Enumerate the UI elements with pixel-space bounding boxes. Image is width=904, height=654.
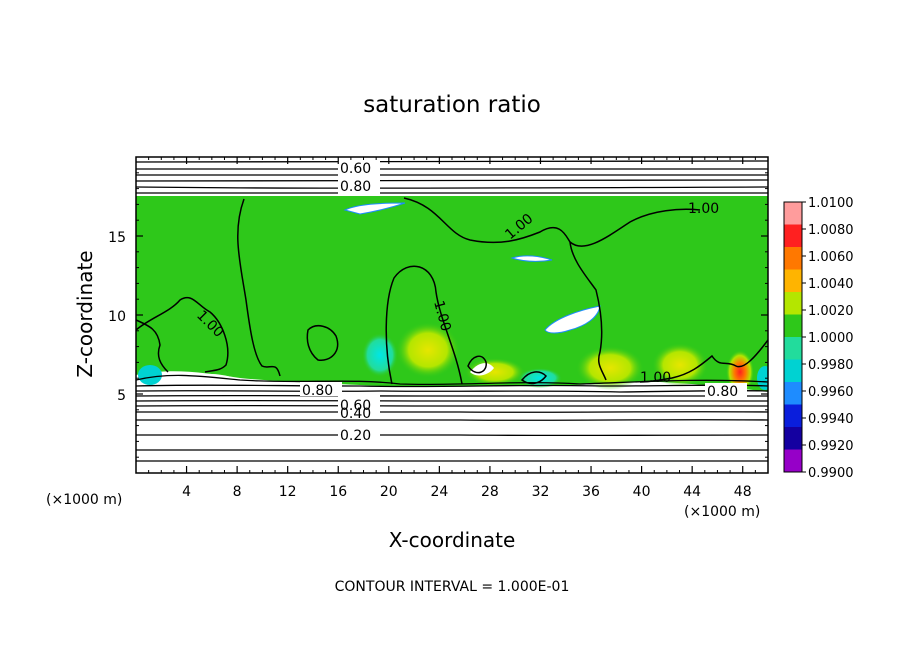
x-tick-label: 24 [430, 484, 448, 500]
colorbar-swatch [784, 269, 802, 293]
x-tick-label: 16 [329, 484, 347, 500]
contour-label: 0.60 [340, 398, 371, 414]
x-tick-label: 20 [380, 484, 398, 500]
colorbar-tick-label: 0.9960 [808, 385, 854, 400]
x-tick-label: 8 [233, 484, 242, 500]
colorbar-swatch [784, 359, 802, 383]
colorbar-tick-label: 0.9980 [808, 358, 854, 373]
field-feature [652, 343, 708, 387]
colorbar-swatch [784, 427, 802, 450]
colorbar-tick-label: 0.9940 [808, 412, 854, 427]
field-feature [757, 366, 768, 390]
colorbar-tick-label: 1.0040 [808, 277, 854, 292]
x-tick-label: 44 [683, 484, 701, 500]
field-feature [396, 322, 460, 378]
colorbar-tick-label: 0.9920 [808, 439, 854, 454]
x-tick-label: 40 [633, 484, 651, 500]
colorbar-swatch [784, 202, 802, 225]
colorbar-swatch [784, 314, 802, 338]
colorbar-tick-label: 1.0080 [808, 223, 854, 238]
chart-title: saturation ratio [363, 92, 541, 118]
field-gap [343, 202, 406, 215]
field-gap [544, 305, 601, 334]
colorbar-swatch [784, 337, 802, 360]
x-tick-label: 4 [182, 484, 191, 500]
y-tick-label: 5 [117, 388, 126, 404]
x-unit-label-right: (×1000 m) [684, 504, 760, 520]
contour-label: 0.80 [302, 383, 333, 399]
x-axis: 4 8 12 16 20 24 28 32 36 40 44 48 [148, 157, 756, 500]
colorbar-tick-label: 1.0100 [808, 196, 854, 211]
x-tick-label: 48 [734, 484, 752, 500]
contour-label: 0.20 [340, 428, 371, 444]
x-tick-label: 32 [532, 484, 550, 500]
upper-contours [136, 160, 768, 195]
contour-label: 1.00 [688, 201, 719, 217]
field-feature [576, 346, 644, 390]
colorbar-swatch [784, 224, 802, 248]
colorbar-tick-label: 0.9900 [808, 466, 854, 481]
x-tick-label: 28 [481, 484, 499, 500]
x-tick-label: 36 [582, 484, 600, 500]
colorbar-tick-label: 1.0000 [808, 331, 854, 346]
contour-label: 1.00 [640, 370, 671, 386]
contour-label: 1.00 [430, 299, 454, 333]
colorbar-swatch [784, 449, 802, 473]
unity-contours [136, 197, 768, 385]
y-tick-label: 10 [108, 309, 126, 325]
contour-label-backgrounds [300, 160, 747, 442]
contour-labels: 0.60 0.80 1.00 1.00 1.00 1.00 1.00 0.60 … [193, 161, 738, 444]
y-tick-label: 15 [108, 230, 126, 246]
field-gap [510, 255, 553, 262]
colorbar-swatch [784, 382, 802, 405]
x-unit-label-left: (×1000 m) [46, 492, 122, 508]
y-axis: 5 10 15 [108, 172, 768, 458]
colorbar-tick-label: 1.0060 [808, 250, 854, 265]
contour-interval-note: CONTOUR INTERVAL = 1.000E-01 [335, 579, 570, 595]
plot-area [136, 160, 768, 462]
x-axis-title: X-coordinate [389, 528, 516, 552]
colorbar-swatch [784, 247, 802, 270]
contour-label: 0.80 [707, 384, 738, 400]
field-feature [138, 365, 162, 385]
contour-label: 0.40 [340, 406, 371, 422]
colorbar-tick-label: 1.0020 [808, 304, 854, 319]
field-feature [362, 333, 398, 377]
contour-label: 0.60 [340, 161, 371, 177]
x-tick-label: 12 [279, 484, 297, 500]
colorbar-swatch [784, 292, 802, 315]
colorbar-swatch [784, 404, 802, 428]
y-axis-title: Z-coordinate [73, 250, 97, 377]
contour-label: 0.80 [340, 179, 371, 195]
colorbar: 1.0100 1.0080 1.0060 1.0040 1.0020 1.0000 0.99… [783, 196, 854, 481]
lower-contours [136, 374, 768, 462]
saturation-field [136, 196, 768, 392]
